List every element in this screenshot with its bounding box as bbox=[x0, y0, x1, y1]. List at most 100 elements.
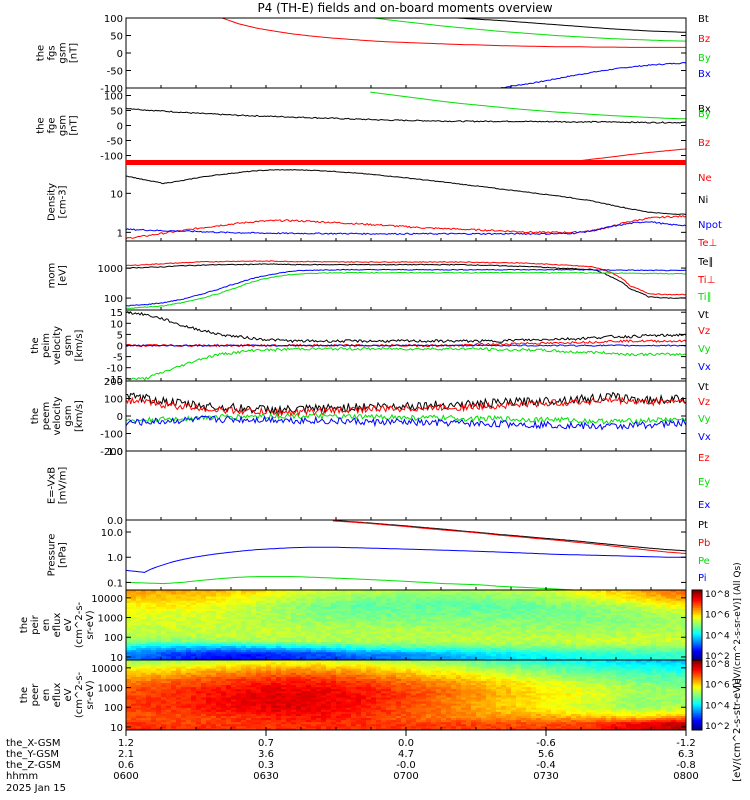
spectrogram-cell bbox=[136, 719, 142, 723]
spectrogram-cell bbox=[426, 631, 432, 634]
spectrogram-cell bbox=[346, 627, 352, 630]
spectrogram-cell bbox=[606, 590, 612, 593]
spectrogram-cell bbox=[296, 633, 302, 636]
spectrogram-cell bbox=[151, 709, 157, 712]
spectrogram-cell bbox=[166, 695, 172, 698]
spectrogram-cell bbox=[461, 598, 467, 601]
spectrogram-cell bbox=[321, 637, 327, 640]
spectrogram-cell bbox=[681, 637, 687, 640]
spectrogram-cell bbox=[326, 610, 332, 614]
spectrogram-cell bbox=[126, 711, 132, 714]
spectrogram-cell bbox=[321, 655, 327, 659]
spectrogram-cell bbox=[176, 590, 182, 593]
spectrogram-cell bbox=[326, 606, 332, 609]
spectrogram-cell bbox=[486, 618, 492, 622]
spectrogram-cell bbox=[481, 608, 487, 611]
spectrogram-cell bbox=[141, 684, 147, 688]
spectrogram-cell bbox=[196, 662, 202, 665]
spectrogram-cell bbox=[576, 608, 582, 611]
spectrogram-cell bbox=[341, 622, 347, 626]
spectrogram-cell bbox=[381, 629, 387, 632]
spectrogram-cell bbox=[141, 635, 147, 638]
spectrogram-cell bbox=[221, 602, 227, 605]
spectrogram-cell bbox=[186, 705, 192, 708]
spectrogram-cell bbox=[226, 672, 232, 675]
spectrogram-cell bbox=[501, 596, 507, 599]
spectrogram-cell bbox=[576, 610, 582, 614]
spectrogram-cell bbox=[391, 625, 397, 628]
spectrogram-cell bbox=[251, 641, 257, 644]
spectrogram-cell bbox=[321, 612, 327, 616]
spectrogram-cell bbox=[246, 709, 252, 712]
spectrogram-cell bbox=[541, 639, 547, 642]
spectrogram-cell bbox=[411, 606, 417, 609]
spectrogram-cell bbox=[496, 614, 502, 618]
spectrogram-cell bbox=[496, 651, 502, 655]
spectrogram-cell bbox=[581, 649, 587, 653]
spectrogram-cell bbox=[481, 639, 487, 642]
spectrogram-cell bbox=[636, 594, 642, 597]
spectrogram-cell bbox=[216, 699, 222, 702]
spectrogram-cell bbox=[161, 727, 167, 731]
spectrogram-cell bbox=[141, 647, 147, 651]
spectrogram-cell bbox=[221, 697, 227, 700]
spectrogram-cell bbox=[566, 614, 572, 618]
spectrogram-cell bbox=[376, 645, 382, 649]
spectrogram-cell bbox=[326, 633, 332, 636]
spectrogram-cell bbox=[191, 662, 197, 665]
spectrogram-cell bbox=[411, 631, 417, 634]
spectrogram-cell bbox=[341, 620, 347, 624]
spectrogram-cell bbox=[436, 600, 442, 603]
spectrogram-cell bbox=[636, 643, 642, 646]
spectrogram-cell bbox=[236, 703, 242, 706]
spectrogram-cell bbox=[631, 657, 637, 661]
spectrogram-cell bbox=[256, 655, 262, 659]
spectrogram-cell bbox=[206, 618, 212, 622]
spectrogram-cell bbox=[376, 600, 382, 603]
spectrogram-cell bbox=[476, 643, 482, 646]
spectrogram-cell bbox=[601, 641, 607, 644]
spectrogram-cell bbox=[406, 639, 412, 642]
spectrogram-cell bbox=[586, 645, 592, 649]
spectrogram-cell bbox=[156, 635, 162, 638]
spectrogram-cell bbox=[141, 655, 147, 659]
spectrogram-cell bbox=[336, 602, 342, 605]
spectrogram-cell bbox=[531, 610, 537, 614]
y-tick-label: 100 bbox=[104, 395, 123, 406]
spectrogram-cell bbox=[166, 608, 172, 611]
spectrogram-cell bbox=[606, 600, 612, 603]
spectrogram-cell bbox=[506, 651, 512, 655]
spectrogram-cell bbox=[271, 614, 277, 618]
spectrogram-cell bbox=[156, 717, 162, 721]
spectrogram-cell bbox=[156, 643, 162, 646]
spectrogram-cell bbox=[581, 612, 587, 616]
spectrogram-cell bbox=[161, 684, 167, 688]
spectrogram-cell bbox=[451, 618, 457, 622]
legend-Pb: Pb bbox=[698, 538, 710, 549]
spectrogram-cell bbox=[521, 643, 527, 646]
spectrogram-cell bbox=[496, 657, 502, 661]
spectrogram-cell bbox=[206, 600, 212, 603]
spectrogram-cell bbox=[126, 688, 132, 692]
spectrogram-cell bbox=[371, 655, 377, 659]
spectrogram-cell bbox=[601, 657, 607, 661]
spectrogram-cell bbox=[481, 653, 487, 657]
spectrogram-cell bbox=[151, 592, 157, 595]
spectrogram-cell bbox=[156, 608, 162, 611]
spectrogram-cell bbox=[396, 653, 402, 657]
spectrogram-cell bbox=[206, 625, 212, 628]
spectrogram-cell bbox=[571, 657, 577, 661]
spectrogram-cell bbox=[161, 697, 167, 700]
spectrogram-cell bbox=[336, 645, 342, 649]
spectrogram-cell bbox=[341, 627, 347, 630]
spectrogram-cell bbox=[326, 625, 332, 628]
spectrogram-cell bbox=[136, 614, 142, 618]
spectrogram-cell bbox=[301, 610, 307, 614]
spectrogram-cell bbox=[361, 653, 367, 657]
spectrogram-cell bbox=[596, 649, 602, 653]
spectrogram-cell bbox=[131, 719, 137, 723]
spectrogram-cell bbox=[591, 594, 597, 597]
spectrogram-cell bbox=[131, 707, 137, 710]
spectrogram-cell bbox=[396, 643, 402, 646]
